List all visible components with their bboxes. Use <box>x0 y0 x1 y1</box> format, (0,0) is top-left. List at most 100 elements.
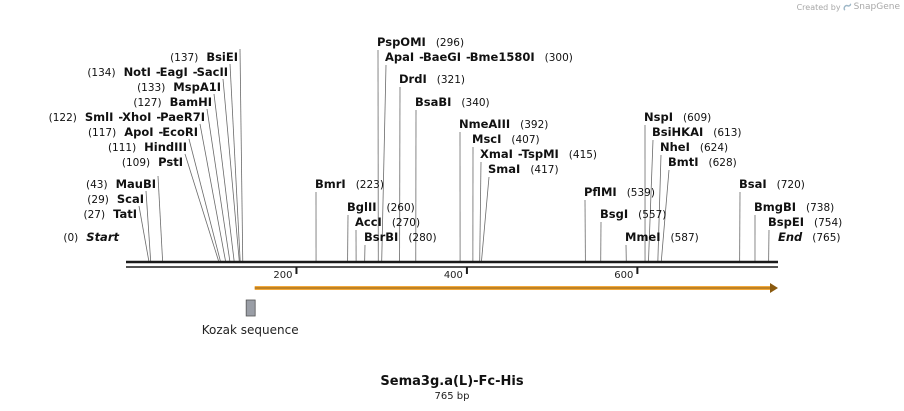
restriction-site-label[interactable]: PspOMI (296) <box>377 35 464 49</box>
site-name-label: BsaI <box>739 177 767 191</box>
restriction-site-label[interactable]: NheI (624) <box>660 140 728 154</box>
site-position-label: (109) <box>122 157 150 169</box>
restriction-site-label[interactable]: (109) PstI <box>122 155 183 169</box>
restriction-site-label[interactable]: BspEI (754) <box>768 215 842 229</box>
site-position-label: (127) <box>133 97 161 109</box>
restriction-site-label[interactable]: PflMI (539) <box>584 185 655 199</box>
site-name-label: DrdI <box>399 72 427 86</box>
site-leader-line <box>184 153 220 263</box>
restriction-site-label[interactable]: BsiHKAI (613) <box>652 125 742 139</box>
site-name-label: BmrI <box>315 177 346 191</box>
site-name-label: ApoI <box>124 125 153 139</box>
restriction-site-label[interactable]: (43) MauBI <box>86 177 156 191</box>
restriction-site-label[interactable]: End (765) <box>778 230 841 244</box>
tick-label: 400 <box>444 270 463 281</box>
site-position-label: (0) <box>63 232 78 244</box>
site-position-label: (260) <box>387 202 415 214</box>
tick-label: 200 <box>273 270 292 281</box>
restriction-site-label[interactable]: BmtI (628) <box>668 155 737 169</box>
sequence-length: 765 bp <box>435 391 470 402</box>
site-position-label: (27) <box>84 209 106 221</box>
site-leader-line <box>206 108 231 263</box>
restriction-site-label[interactable]: BmrI (223) <box>315 177 384 191</box>
restriction-site-label[interactable]: (117) ApoI - EcoRI <box>88 125 198 139</box>
site-name-separator: - <box>193 65 198 79</box>
site-leader-line <box>213 93 235 263</box>
site-position-label: (392) <box>520 119 548 131</box>
site-name-label: SmaI <box>488 162 520 176</box>
site-name-label: EcoRI <box>162 125 198 139</box>
restriction-site-label[interactable]: MscI (407) <box>472 132 540 146</box>
restriction-site-label[interactable]: NspI (609) <box>644 110 711 124</box>
site-position-label: (270) <box>392 217 420 229</box>
feature-track: Kozak sequence <box>202 283 778 337</box>
site-name-label: MmeI <box>625 230 661 244</box>
restriction-site-label[interactable]: DrdI (321) <box>399 72 465 86</box>
site-name-label: NheI <box>660 140 690 154</box>
site-position-label: (415) <box>569 149 597 161</box>
restriction-site-label[interactable]: BsgI (557) <box>600 207 666 221</box>
site-leader-line <box>648 139 654 263</box>
site-name-label: MauBI <box>116 177 156 191</box>
site-position-label: (321) <box>437 74 465 86</box>
restriction-site-label[interactable]: (127) BamHI <box>133 95 212 109</box>
site-name-label: PaeR7I <box>160 110 205 124</box>
site-name-label: BaeGI <box>423 50 461 64</box>
site-name-label: BsaBI <box>415 95 451 109</box>
restriction-site-label[interactable]: BsaI (720) <box>739 177 805 191</box>
site-name-label: BmtI <box>668 155 699 169</box>
restriction-site-label[interactable]: BsaBI (340) <box>415 95 490 109</box>
site-position-label: (280) <box>408 232 436 244</box>
restriction-site-label[interactable]: MmeI (587) <box>625 230 699 244</box>
site-position-label: (738) <box>806 202 834 214</box>
restriction-site-label[interactable]: (111) HindIII <box>108 140 187 154</box>
site-position-label: (223) <box>356 179 384 191</box>
site-name-label: NotI <box>124 65 151 79</box>
site-name-label: BsrBI <box>364 230 398 244</box>
site-name-label: PstI <box>158 155 183 169</box>
created-by-text: Created by <box>796 2 841 12</box>
site-position-label: (628) <box>709 157 737 169</box>
restriction-site-label[interactable]: ApaI - BaeGI - Bme1580I (300) <box>385 50 573 64</box>
site-position-label: (587) <box>671 232 699 244</box>
site-leader-line <box>481 176 490 263</box>
site-position-label: (754) <box>814 217 842 229</box>
site-leader-line <box>138 205 150 263</box>
snapgene-brand-text: SnapGene <box>853 2 900 12</box>
restriction-site-label[interactable]: (137) BsiEI <box>170 50 238 64</box>
site-name-label: BsiHKAI <box>652 125 703 139</box>
restriction-site-label[interactable]: XmaI - TspMI (415) <box>480 147 597 161</box>
restriction-site-label[interactable]: (27) TatI <box>84 207 137 221</box>
site-position-label: (111) <box>108 142 136 154</box>
site-name-separator: - <box>419 50 424 64</box>
restriction-site-label[interactable]: AccI (270) <box>355 215 420 229</box>
site-position-label: (300) <box>545 52 573 64</box>
site-leader-line <box>222 78 240 263</box>
site-name-label: Bme1580I <box>470 50 535 64</box>
restriction-site-label[interactable]: BglII (260) <box>347 200 415 214</box>
site-name-label: BspEI <box>768 215 804 229</box>
restriction-site-label[interactable]: BsrBI (280) <box>364 230 437 244</box>
restriction-site-label[interactable]: BmgBI (738) <box>754 200 834 214</box>
tick-label: 600 <box>614 270 633 281</box>
site-position-label: (133) <box>137 82 165 94</box>
restriction-site-label[interactable]: (122) SmlI - XhoI - PaeR7I <box>49 110 205 124</box>
site-position-label: (340) <box>461 97 489 109</box>
site-position-label: (609) <box>683 112 711 124</box>
restriction-site-label[interactable]: (134) NotI - EagI - SacII <box>87 65 228 79</box>
restriction-site-label[interactable]: (29) ScaI <box>87 192 144 206</box>
feature-box-kozak[interactable] <box>245 299 256 317</box>
site-name-label: TspMI <box>522 147 559 161</box>
site-name-label: BsiEI <box>206 50 238 64</box>
site-position-label: (122) <box>49 112 77 124</box>
site-position-label: (417) <box>530 164 558 176</box>
site-position-label: (296) <box>436 37 464 49</box>
restriction-site-label[interactable]: SmaI (417) <box>488 162 559 176</box>
site-name-label: SacII <box>197 65 228 79</box>
restriction-site-label[interactable]: (133) MspA1I <box>137 80 221 94</box>
restriction-site-label[interactable]: NmeAIII (392) <box>459 117 548 131</box>
restriction-site-label[interactable]: (0) Start <box>63 230 119 244</box>
site-leader-lines <box>138 48 770 263</box>
restriction-site-labels: (0) Start (27) TatI (29) ScaI (43) MauBI (109) Ps… <box>49 35 843 244</box>
